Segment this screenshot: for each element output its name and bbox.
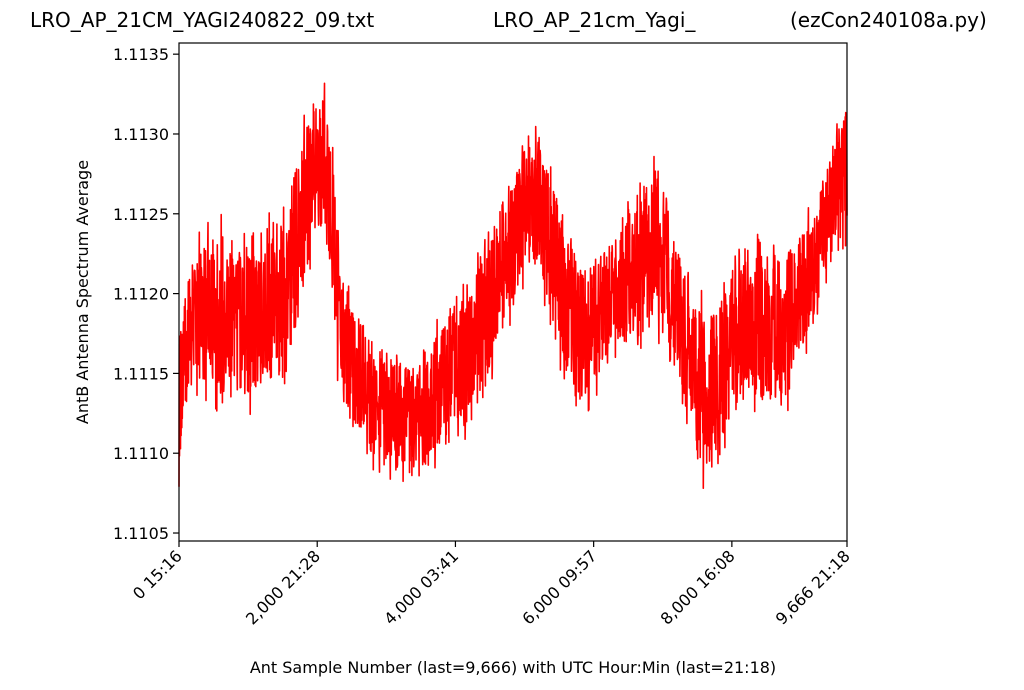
- chart-title-right: (ezCon240108a.py): [790, 8, 987, 32]
- y-tick-label: 1.1115: [113, 364, 169, 383]
- plot-frame: [178, 42, 848, 542]
- x-axis-label: Ant Sample Number (last=9,666) with UTC …: [250, 658, 776, 677]
- x-tick-label: 4,000 03:41: [380, 546, 462, 628]
- y-tick-label: 1.1130: [113, 125, 169, 144]
- plot-area: [178, 82, 848, 489]
- x-tick-label: 8,000 16:08: [657, 546, 739, 628]
- x-axis: 0 15:16 2,000 21:28 4,000 03:41 6,000 09:57…: [129, 541, 854, 628]
- y-tick-label: 1.1125: [113, 205, 169, 224]
- y-tick-label: 1.1110: [113, 444, 169, 463]
- y-axis: 1.1105 1.1110 1.1115 1.1120 1.1125 1.1130 1.11…: [113, 45, 179, 543]
- x-tick-label: 9,666 21:18: [772, 546, 854, 628]
- y-tick-label: 1.1105: [113, 524, 169, 543]
- data-series-line: [178, 82, 848, 489]
- y-tick-label: 1.1120: [113, 285, 169, 304]
- x-tick-label: 6,000 09:57: [518, 546, 600, 628]
- x-tick-label: 2,000 21:28: [242, 546, 324, 628]
- y-tick-label: 1.1135: [113, 45, 169, 64]
- chart-title-center: LRO_AP_21cm_Yagi_: [493, 8, 696, 32]
- y-axis-label: AntB Antenna Spectrum Average: [73, 160, 92, 424]
- chart-title-left: LRO_AP_21CM_YAGI240822_09.txt: [30, 8, 375, 32]
- x-tick-label: 0 15:16: [129, 546, 186, 603]
